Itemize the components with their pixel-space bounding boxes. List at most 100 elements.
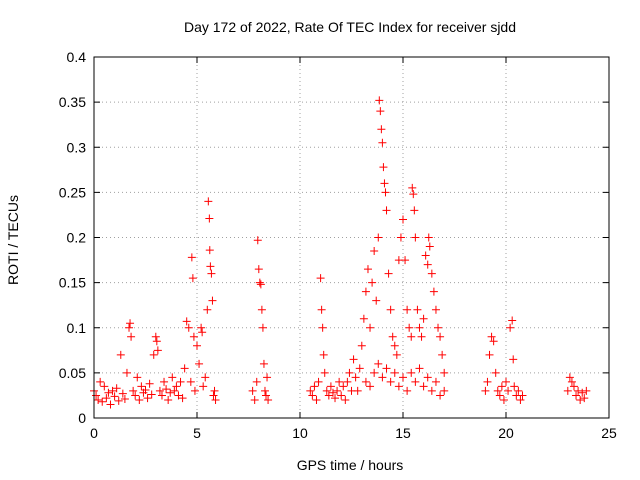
y-tick-label: 0 [78,410,86,426]
data-point [419,382,428,391]
data-point [122,368,131,377]
data-point [438,350,447,359]
y-tick-label: 0.05 [59,365,86,381]
data-point [260,386,269,395]
data-point [178,394,187,403]
data-point [491,368,500,377]
data-point [378,138,387,147]
data-point [195,359,204,368]
data-point [357,341,366,350]
data-point [382,364,391,373]
data-point [366,323,375,332]
data-point [440,368,449,377]
data-point [208,296,217,305]
data-point [359,314,368,323]
data-point [320,368,329,377]
data-point [106,400,115,409]
y-tick-label: 0.35 [59,94,86,110]
data-point [516,395,525,404]
data-point [172,382,181,391]
data-point [429,287,438,296]
data-point [403,386,412,395]
data-point [408,183,417,192]
data-point [440,386,449,395]
x-tick-label: 0 [90,425,98,441]
data-point [384,269,393,278]
data-point [343,377,352,386]
data-point [98,397,107,406]
data-point [257,305,266,314]
data-point [481,386,490,395]
tick-labels: 0 5 10 15 20 25 0 0.05 0.1 0.15 0.2 0.25 0.3 0.35 0.4 [59,49,617,441]
data-point [353,386,362,395]
data-point [508,316,517,325]
data-point [381,188,390,197]
data-point [197,323,206,332]
data-point [186,377,195,386]
data-point [363,265,372,274]
data-point [506,323,515,332]
data-point [160,377,169,386]
data-point [147,390,156,399]
data-point [386,377,395,386]
grid-lines [94,57,609,418]
data-point [410,206,419,215]
x-tick-label: 20 [498,425,514,441]
data-point [392,350,401,359]
data-point [355,364,364,373]
data-point [399,373,407,382]
data-point [374,359,383,368]
data-point [413,305,422,314]
data-point [205,214,214,223]
data-point [256,280,265,289]
data-point [331,394,340,403]
data-point [366,382,375,391]
data-point [417,332,426,341]
data-point [341,395,350,404]
data-point [411,233,420,242]
data-point [306,386,315,395]
data-point [487,332,496,341]
data-point [125,323,134,332]
data-point [319,350,328,359]
data-point [182,317,191,326]
data-point [135,395,144,404]
data-point [207,269,216,278]
data-point [308,391,317,400]
data-point [198,328,207,337]
data-point [100,382,109,391]
data-point [102,394,111,403]
chart-title: Day 172 of 2022, Rate Of TEC Index for r… [184,19,516,35]
data-point [164,395,173,404]
data-point [499,395,508,404]
data-point [326,382,335,391]
data-point [152,337,161,346]
data-point [264,395,273,404]
data-point [415,323,424,332]
data-point [578,388,587,397]
y-tick-label: 0.3 [67,139,87,155]
data-point [574,386,583,395]
data-point [248,386,257,395]
data-point [396,233,405,242]
data-point [324,391,333,400]
data-point [390,368,399,377]
data-point [189,332,198,341]
data-point [514,386,523,395]
data-point [563,386,572,395]
data-point [193,341,201,350]
data-point [427,269,436,278]
data-point [126,319,135,328]
data-point [188,274,197,283]
data-point [388,332,397,341]
data-point [151,332,160,341]
data-point [403,305,412,314]
data-point [421,251,430,260]
data-point [386,305,395,314]
x-tick-label: 25 [601,425,617,441]
data-point [502,377,510,386]
data-point [254,265,263,274]
data-point [263,373,272,382]
data-point [436,332,445,341]
data-point [509,355,518,364]
